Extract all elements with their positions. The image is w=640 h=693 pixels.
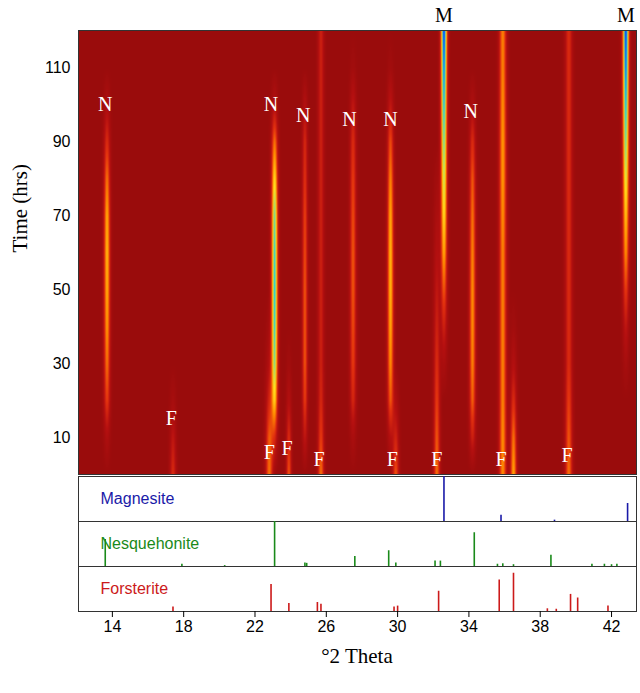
svg-text:30: 30	[389, 618, 407, 635]
svg-text:F: F	[282, 437, 293, 459]
svg-text:22: 22	[246, 618, 264, 635]
svg-text:26: 26	[317, 618, 335, 635]
svg-text:N: N	[98, 93, 112, 115]
svg-text:N: N	[296, 104, 310, 126]
svg-text:90: 90	[53, 133, 71, 150]
html-text:°2 Theta: °2 Theta	[321, 644, 393, 668]
svg-text:F: F	[495, 448, 506, 470]
svg-text:14: 14	[103, 618, 121, 635]
svg-text:18: 18	[175, 618, 193, 635]
svg-text:34: 34	[460, 618, 478, 635]
svg-text:N: N	[264, 93, 278, 115]
svg-text:N: N	[463, 100, 477, 122]
svg-text:Forsterite: Forsterite	[101, 580, 169, 597]
svg-text:10: 10	[53, 429, 71, 446]
svg-text:F: F	[431, 448, 442, 470]
svg-text:M: M	[617, 4, 635, 26]
svg-text:38: 38	[531, 618, 549, 635]
svg-text:70: 70	[53, 207, 71, 224]
svg-text:Time (hrs): Time (hrs)	[8, 164, 32, 252]
svg-text:N: N	[383, 108, 397, 130]
svg-text:F: F	[387, 448, 398, 470]
svg-text:30: 30	[53, 355, 71, 372]
svg-text:110: 110	[45, 59, 71, 76]
svg-text:Magnesite: Magnesite	[101, 490, 175, 507]
svg-text:F: F	[264, 441, 275, 463]
svg-text:F: F	[314, 448, 325, 470]
svg-text:Nesquehonite: Nesquehonite	[101, 535, 200, 552]
svg-text:50: 50	[53, 281, 71, 298]
svg-text:F: F	[166, 407, 177, 429]
svg-text:F: F	[561, 444, 572, 466]
svg-text:N: N	[342, 108, 356, 130]
svg-text:M: M	[435, 4, 453, 26]
svg-text:42: 42	[603, 618, 621, 635]
